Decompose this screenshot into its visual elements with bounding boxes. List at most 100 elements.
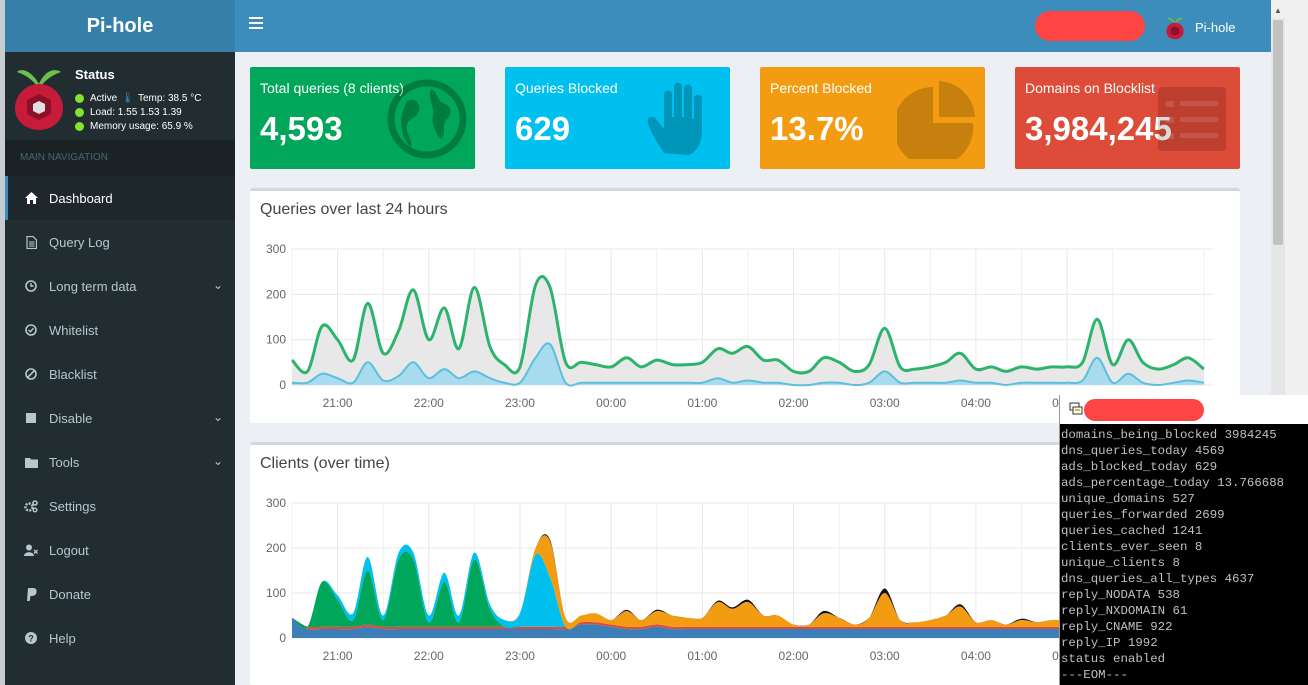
- sidebar-item-label: Long term data: [49, 278, 137, 294]
- active-dot-icon: [75, 94, 84, 103]
- queries-over-time-chart: 0 100 200 300 21:00 22:00 23:00 00:00 01:00 02:00…: [266, 242, 1213, 410]
- stat-label: Total queries (8 clients): [260, 80, 404, 96]
- paypal-icon: [24, 587, 38, 601]
- stat-domains-on-blocklist[interactable]: Domains on Blocklist 3,984,245: [1015, 67, 1240, 169]
- scroll-up-arrow-icon[interactable]: ▲: [1274, 6, 1282, 15]
- y-tick-label: 200: [266, 287, 286, 301]
- x-tick-label: 01:00: [687, 649, 717, 663]
- sidebar-item-query-log[interactable]: Query Log: [5, 220, 235, 264]
- globe-icon: [387, 79, 467, 159]
- terminal-line: domains_being_blocked 3984245: [1061, 428, 1277, 442]
- x-tick-label: 03:00: [870, 396, 900, 410]
- stat-value: 4,593: [260, 110, 343, 147]
- redacted-title: [1084, 399, 1204, 421]
- x-tick-label: 21:00: [323, 649, 353, 663]
- x-tick-label: 22:00: [414, 396, 444, 410]
- x-tick-label: 21:00: [323, 396, 353, 410]
- pi-hole-logo-icon: [15, 70, 63, 130]
- temp-label: Temp: 38.5 °C: [137, 93, 202, 104]
- x-tick-label: 03:00: [870, 649, 900, 663]
- load-label: Load: 1.55 1.53 1.39: [90, 107, 182, 118]
- y-tick-label: 0: [279, 631, 286, 645]
- check-circle-icon: [24, 323, 38, 337]
- x-tick-label: 23:00: [505, 649, 535, 663]
- terminal-line: ---EOM---: [1061, 668, 1128, 682]
- status-active-line: Active 🌡 Temp: 38.5 °C: [75, 93, 201, 104]
- y-tick-label: 100: [266, 586, 286, 600]
- terminal-titlebar[interactable]: [1060, 395, 1308, 424]
- terminal-line: ads_blocked_today 629: [1061, 460, 1218, 474]
- stat-label: Domains on Blocklist: [1025, 80, 1155, 96]
- x-tick-label: 23:00: [505, 396, 535, 410]
- y-tick-label: 300: [266, 242, 286, 256]
- load-dot-icon: [75, 108, 84, 117]
- terminal-line: unique_clients 8: [1061, 556, 1180, 570]
- hand-icon: [647, 82, 702, 155]
- user-panel: Status: [5, 52, 235, 140]
- folder-icon: [24, 455, 38, 469]
- stop-icon: [24, 411, 38, 425]
- y-tick-label: 300: [266, 496, 286, 510]
- redacted-region: [1035, 11, 1145, 41]
- stat-value: 13.7%: [770, 110, 864, 147]
- top-navbar: Pi-hole: [235, 0, 1271, 52]
- x-tick-label: 01:00: [687, 396, 717, 410]
- terminal-line: queries_cached 1241: [1061, 524, 1203, 538]
- terminal-line: status enabled: [1061, 652, 1166, 666]
- pi-hole-user-icon: [1166, 17, 1184, 40]
- brand-logo[interactable]: Pi-hole: [5, 0, 235, 52]
- sidebar-item-dashboard[interactable]: Dashboard: [5, 176, 235, 220]
- stacked-area-series-0: [292, 617, 1068, 638]
- terminal-line: reply_NXDOMAIN 61: [1061, 604, 1188, 618]
- nav-section-header: MAIN NAVIGATION: [5, 140, 235, 176]
- sidebar-item-whitelist[interactable]: Whitelist: [5, 308, 235, 352]
- hamburger-icon[interactable]: [249, 17, 263, 29]
- line-series-1: [291, 342, 1205, 387]
- clock-icon: [24, 279, 38, 293]
- sidebar-item-label: Whitelist: [49, 322, 99, 338]
- terminal-line: dns_queries_today 4569: [1061, 444, 1225, 458]
- terminal-line: reply_IP 1992: [1061, 636, 1158, 650]
- terminal-output[interactable]: domains_being_blocked 3984245 dns_queries…: [1060, 424, 1308, 685]
- sidebar-item-blacklist[interactable]: Blacklist: [5, 352, 235, 396]
- sidebar-item-label: Query Log: [49, 234, 110, 250]
- sidebar-item-help[interactable]: ? Help: [5, 616, 235, 660]
- chevron-down-icon: ⌄: [212, 410, 223, 424]
- sidebar-item-label: Tools: [49, 454, 80, 470]
- sidebar-item-logout[interactable]: Logout: [5, 528, 235, 572]
- sidebar-item-tools[interactable]: Tools ⌄: [5, 440, 235, 484]
- stat-queries-blocked[interactable]: Queries Blocked 629: [505, 67, 730, 169]
- queries-chart-panel: Queries over last 24 hours 0 100 200 300 21:…: [250, 188, 1240, 423]
- stat-label: Queries Blocked: [515, 80, 618, 96]
- sidebar-item-settings[interactable]: Settings: [5, 484, 235, 528]
- chevron-down-icon: ⌄: [212, 278, 223, 292]
- sidebar: Pi-hole Status Active 🌡 Temp: 38.5 °C Lo…: [5, 0, 235, 685]
- panel-title: Queries over last 24 hours: [260, 201, 448, 218]
- y-tick-label: 200: [266, 541, 286, 555]
- sidebar-item-label: Donate: [49, 586, 91, 602]
- question-circle-icon: ?: [24, 631, 38, 645]
- gears-icon: [24, 499, 38, 513]
- stat-percent-blocked[interactable]: Percent Blocked 13.7%: [760, 67, 985, 169]
- user-menu[interactable]: Pi-hole: [1165, 14, 1235, 40]
- stat-value: 629: [515, 110, 571, 147]
- status-title: Status: [75, 67, 115, 82]
- terminal-window[interactable]: domains_being_blocked 3984245 dns_queries…: [1059, 395, 1308, 685]
- sidebar-item-donate[interactable]: Donate: [5, 572, 235, 616]
- x-tick-label: 04:00: [961, 649, 991, 663]
- terminal-line: queries_forwarded 2699: [1061, 508, 1225, 522]
- window-left-edge: [0, 0, 5, 685]
- sidebar-item-label: Help: [49, 630, 76, 646]
- stat-total-queries[interactable]: Total queries (8 clients) 4,593: [250, 67, 475, 169]
- user-times-icon: [24, 543, 38, 557]
- scrollbar-thumb[interactable]: [1273, 20, 1283, 245]
- terminal-line: dns_queries_all_types 4637: [1061, 572, 1255, 586]
- status-load-line: Load: 1.55 1.53 1.39: [75, 107, 182, 118]
- terminal-line: reply_CNAME 922: [1061, 620, 1173, 634]
- y-tick-label: 100: [266, 333, 286, 347]
- stat-value: 3,984,245: [1025, 110, 1172, 147]
- ban-icon: [24, 367, 38, 381]
- sidebar-item-long-term-data[interactable]: Long term data ⌄: [5, 264, 235, 308]
- x-tick-label: 00:00: [596, 649, 626, 663]
- sidebar-item-disable[interactable]: Disable ⌄: [5, 396, 235, 440]
